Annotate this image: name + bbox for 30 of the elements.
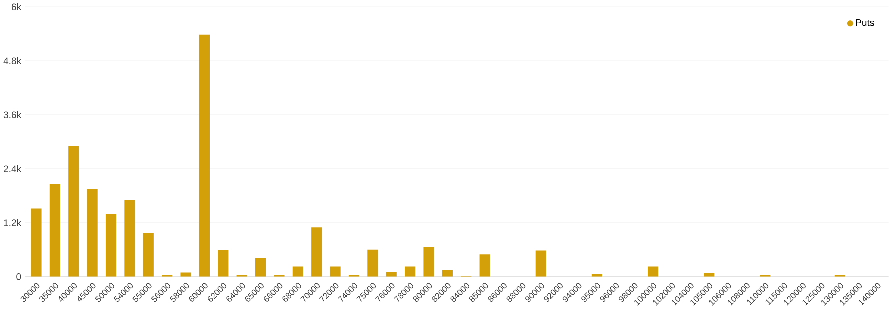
y-tick-label: 4.8k: [4, 57, 22, 64]
bar: [50, 184, 60, 277]
bar: [536, 250, 546, 277]
bar: [143, 232, 154, 277]
y-tick-label: 1.2k: [4, 219, 22, 226]
bar: [87, 188, 98, 277]
legend-label: Puts: [856, 19, 874, 26]
y-tick-label: 3.6k: [4, 111, 22, 118]
bar: [424, 247, 434, 277]
bar: [218, 250, 229, 277]
bar: [255, 258, 266, 277]
bar: [199, 34, 210, 277]
bar: [330, 266, 341, 277]
bar: [124, 200, 136, 277]
bar: [386, 272, 397, 277]
bar: [648, 266, 659, 277]
bar: [312, 227, 322, 277]
y-tick-label: 6k: [12, 3, 22, 10]
bar: [405, 266, 416, 277]
y-tick-label: 0: [16, 273, 22, 280]
bar: [106, 214, 117, 277]
bar: [368, 250, 378, 277]
bar: [180, 272, 192, 277]
bar: [480, 254, 490, 277]
y-tick-label: 2.4k: [4, 165, 22, 172]
bar: [31, 208, 42, 277]
bar: [68, 146, 80, 277]
bar: [442, 270, 453, 277]
bar: [292, 266, 304, 277]
bar: [592, 274, 603, 277]
